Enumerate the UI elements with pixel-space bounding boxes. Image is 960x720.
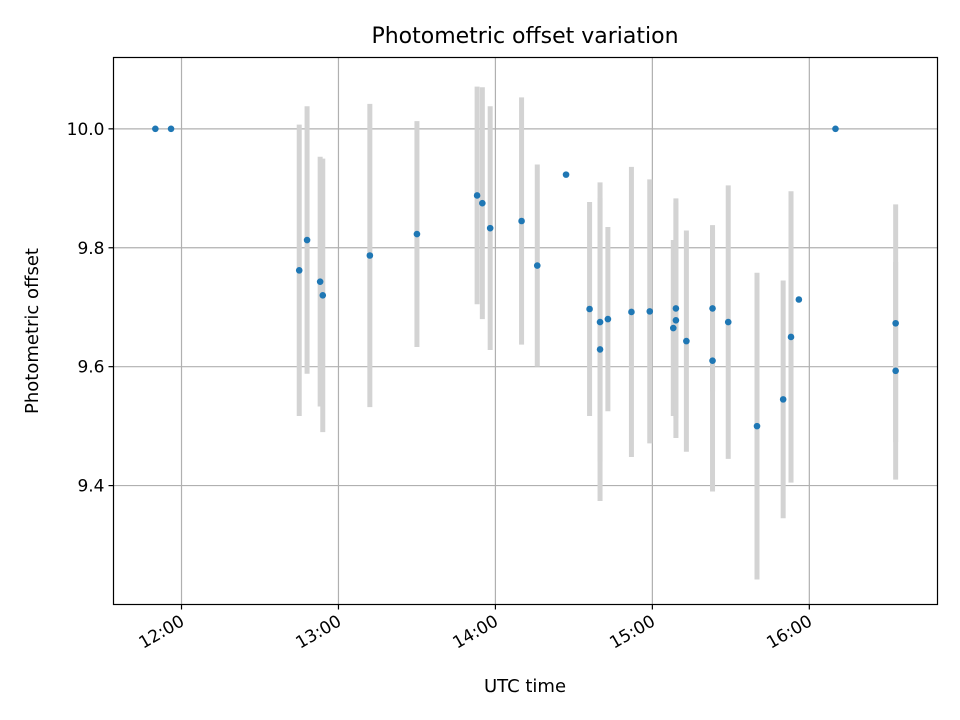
data-point [596, 318, 604, 326]
data-point [596, 346, 604, 353]
data-point [724, 318, 732, 326]
data-point [167, 125, 175, 133]
y-axis-label: Photometric offset [22, 248, 43, 414]
data-point [518, 217, 525, 225]
data-point [316, 278, 324, 285]
data-point [669, 324, 677, 332]
data-point [672, 305, 680, 312]
data-point [152, 125, 159, 133]
data-point [562, 171, 570, 178]
y-tick-label: 9.8 [77, 239, 104, 259]
y-tick-label: 9.4 [77, 477, 104, 497]
data-point [319, 292, 327, 299]
data-point [533, 262, 541, 269]
y-tick-label: 10.0 [67, 120, 105, 140]
data-point [628, 308, 635, 316]
data-point [787, 333, 795, 341]
data-point [586, 305, 593, 313]
data-point [473, 192, 481, 199]
data-point [366, 252, 374, 259]
data-point [672, 316, 680, 324]
y-tick-label: 9.6 [77, 358, 104, 378]
data-point [683, 337, 690, 345]
data-points [152, 125, 899, 430]
data-point [892, 319, 899, 327]
y-axis-ticks: 9.4 9.6 9.8 10.0 [67, 120, 114, 497]
data-point [779, 396, 787, 403]
data-point [604, 315, 612, 323]
plot-frame [112, 56, 939, 606]
data-point [832, 125, 839, 133]
data-point [413, 230, 421, 238]
x-axis-label: UTC time [484, 676, 566, 697]
data-point [709, 357, 716, 365]
grid-lines [113, 57, 938, 605]
data-point [892, 367, 899, 375]
data-point [709, 305, 716, 312]
data-point [646, 308, 654, 315]
data-point [295, 267, 303, 274]
data-point [303, 236, 311, 244]
data-point [479, 199, 486, 207]
data-point [753, 422, 761, 430]
chart-title: Photometric offset variation [371, 24, 678, 49]
data-point [486, 224, 494, 232]
data-point [795, 296, 803, 303]
